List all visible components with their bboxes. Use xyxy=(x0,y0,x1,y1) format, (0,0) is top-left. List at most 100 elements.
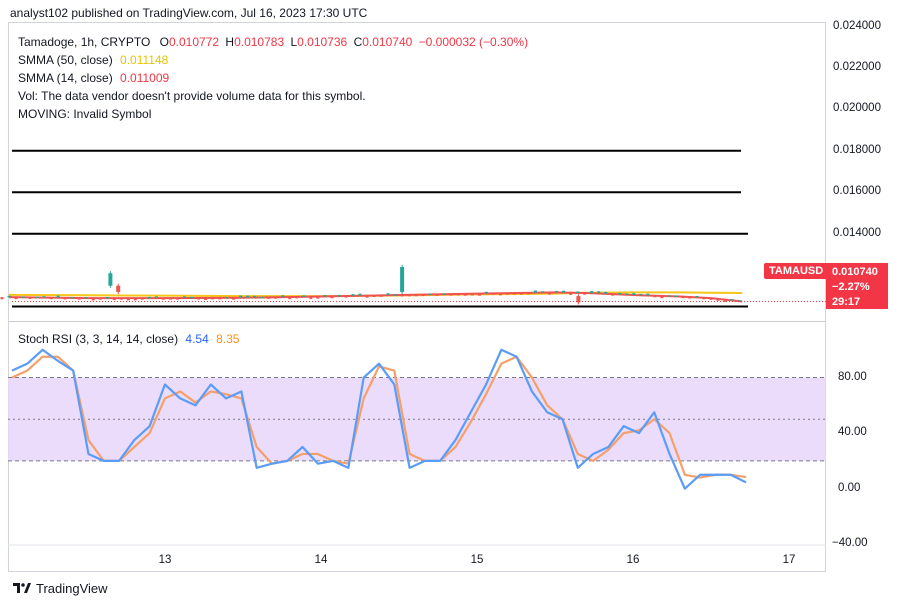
candle xyxy=(239,295,243,298)
candle xyxy=(14,297,18,300)
smma14-line xyxy=(8,291,743,303)
current-price-box: 0.010740 −2.27% 29:17 xyxy=(826,263,888,309)
candle xyxy=(211,297,215,300)
candle xyxy=(225,296,229,299)
current-price: 0.010740 xyxy=(832,266,878,278)
tradingview-logo-icon xyxy=(13,582,31,593)
candle xyxy=(204,297,208,300)
symbol-legend: Tamadoge, 1h, CRYPTO O0.010772 H0.010783… xyxy=(18,33,528,51)
time-tick-label: 13 xyxy=(159,554,172,566)
candle xyxy=(28,297,32,299)
candle xyxy=(400,294,404,297)
candle xyxy=(35,296,39,299)
candle xyxy=(190,296,194,299)
candle xyxy=(597,291,601,294)
price-tick-label: 0.024000 xyxy=(833,20,881,32)
candle xyxy=(646,293,650,296)
candle xyxy=(611,294,615,296)
candle xyxy=(337,295,341,297)
candle xyxy=(639,293,643,296)
price-tick-label: 0.018000 xyxy=(833,143,881,156)
candle xyxy=(498,293,502,296)
candle xyxy=(0,297,4,300)
candle xyxy=(351,294,355,296)
candle xyxy=(576,296,581,303)
symbol-name[interactable]: Tamadoge, 1h, CRYPTO xyxy=(18,35,151,49)
stoch-d-value: 8.35 xyxy=(216,332,240,346)
brand-name: TradingView xyxy=(36,581,108,596)
time-tick-label: 16 xyxy=(627,554,640,566)
candle xyxy=(246,295,250,298)
price-change-pct: −2.27% xyxy=(832,281,870,293)
candle xyxy=(386,293,390,296)
candle xyxy=(154,296,158,299)
footer-brand[interactable]: TradingView xyxy=(12,581,108,596)
time-tick-label: 14 xyxy=(315,554,328,566)
price-tick-label: 0.014000 xyxy=(833,226,881,239)
candle xyxy=(344,296,348,298)
candle xyxy=(400,267,405,292)
pane-separator[interactable] xyxy=(8,321,826,322)
candle xyxy=(737,300,741,302)
candle xyxy=(505,293,509,295)
stoch-d-line xyxy=(11,355,747,479)
candle xyxy=(218,297,222,300)
candle xyxy=(112,298,116,301)
stoch-tick-label: 40.00 xyxy=(838,426,867,439)
candle xyxy=(63,297,67,300)
high-value: 0.010783 xyxy=(234,35,285,49)
candle xyxy=(470,293,474,296)
smma50-legend[interactable]: SMMA (50, close) 0.011148 xyxy=(18,51,168,69)
candle xyxy=(548,292,552,295)
candle xyxy=(534,290,537,293)
candle xyxy=(421,294,425,297)
candle xyxy=(491,293,495,295)
volume-note-text: Vol: The data vendor doesn't provide vol… xyxy=(18,89,366,103)
candle xyxy=(49,297,53,300)
candle xyxy=(116,285,121,292)
candle xyxy=(541,291,545,293)
candle xyxy=(7,295,11,298)
time-tick-label: 15 xyxy=(471,554,484,566)
candle xyxy=(569,292,573,295)
candle xyxy=(695,295,699,298)
candle xyxy=(119,298,123,300)
candle xyxy=(126,298,130,301)
candle xyxy=(70,297,74,299)
candle xyxy=(175,298,179,300)
candle xyxy=(91,298,95,301)
candle xyxy=(42,296,46,298)
stoch-k-line xyxy=(11,348,747,490)
high-label: H xyxy=(225,35,235,49)
candle xyxy=(660,295,664,299)
candle xyxy=(309,296,313,299)
candle xyxy=(302,295,306,297)
candle xyxy=(407,294,411,297)
open-value: 0.010772 xyxy=(168,35,220,49)
candle xyxy=(435,294,439,296)
candle xyxy=(323,295,327,297)
candle xyxy=(108,273,113,286)
candle xyxy=(583,292,587,295)
candle xyxy=(484,291,488,294)
candle xyxy=(168,298,172,300)
candle xyxy=(393,294,397,296)
stoch-legend[interactable]: Stoch RSI (3, 3, 14, 14, close) 4.54 8.3… xyxy=(18,330,239,348)
candle xyxy=(232,297,236,300)
bar-countdown: 29:17 xyxy=(832,296,861,308)
candle xyxy=(681,296,685,299)
candle xyxy=(653,295,657,298)
candle xyxy=(562,290,566,293)
candle xyxy=(604,291,608,294)
moving-note-text: MOVING: Invalid Symbol xyxy=(18,107,152,121)
candle xyxy=(625,293,629,295)
stoch-label: Stoch RSI (3, 3, 14, 14, close) xyxy=(18,332,179,346)
candle xyxy=(140,298,144,300)
candle xyxy=(702,297,706,300)
change-value: −0.000032 (−0.30%) xyxy=(418,35,529,49)
candle xyxy=(56,295,60,298)
price-pane xyxy=(0,149,826,308)
candle xyxy=(590,291,594,294)
smma14-legend[interactable]: SMMA (14, close) 0.011009 xyxy=(18,69,169,87)
